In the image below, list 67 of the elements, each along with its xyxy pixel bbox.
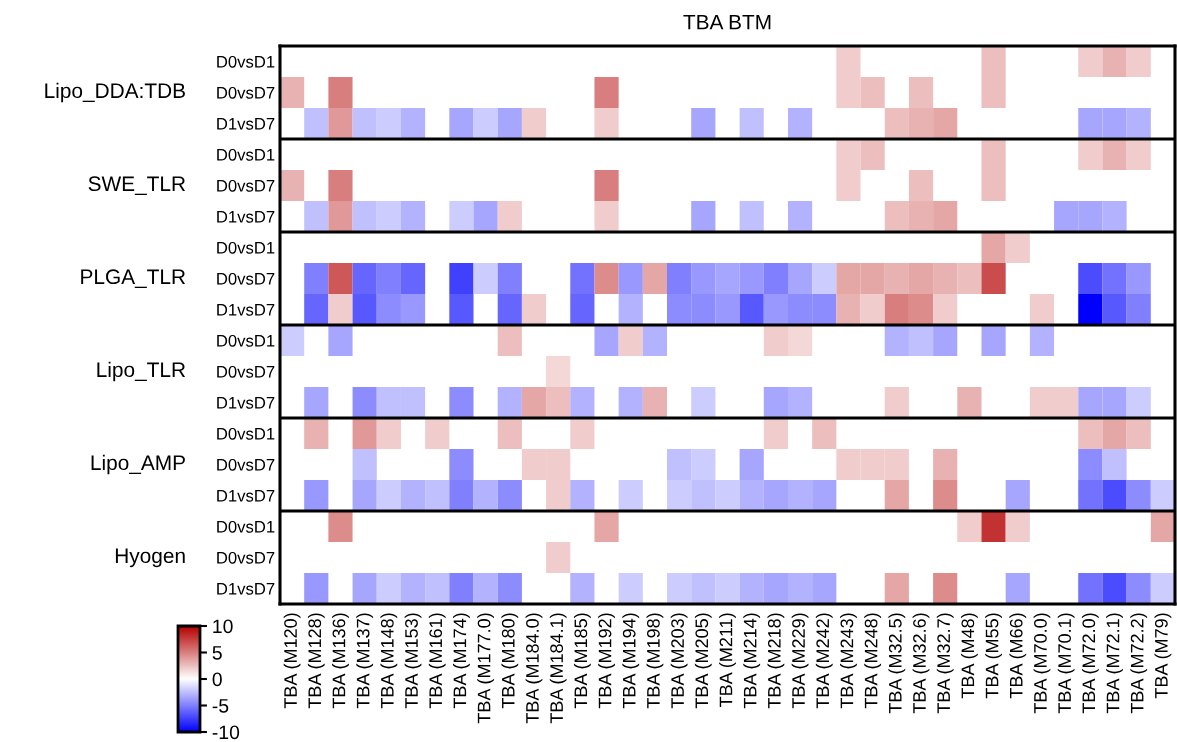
x-tick-label: TBA (M161) [428,613,446,709]
y2-tick-label: Lipo_DDA:TDB [45,82,185,103]
color-bar-label: 10 [213,619,233,634]
y-tick-label: D0vsD7 [217,86,275,99]
color-bar-label: 0 [212,672,222,687]
x-tick-label: TBA (M32.5) [888,613,906,714]
chart-title: TBA BTM [683,15,771,30]
x-tick-label: TBA (M72.0) [1081,613,1099,714]
x-tick-label: TBA (M211) [719,613,736,707]
x-tick-label: TBA (M194) [622,613,640,709]
x-tick-label: TBA (M66) [1009,613,1027,699]
x-tick-label: TBA (M32.6) [912,613,930,714]
y-tick-label: D0vsD7 [217,179,275,192]
y-tick-label: D1vsD7 [217,118,275,130]
y2-tick-label: Lipo_TLR [97,361,186,382]
x-tick-label: TBA (M55) [985,613,1002,699]
x-tick-label: TBA (M218) [767,613,785,709]
x-tick-label: TBA (M198) [646,613,664,709]
x-tick-label: TBA (M180) [501,613,519,709]
y2-tick-label: Lipo_AMP [91,454,185,475]
x-tick-label: TBA (M120) [283,613,301,709]
x-tick-label: TBA (M184.1) [549,613,567,724]
x-tick-label: TBA (M177.0) [477,613,495,724]
y-tick-label: D0vsD1 [217,520,275,533]
y-tick-label: D0vsD1 [217,148,275,161]
x-tick-label: TBA (M48) [960,613,978,699]
x-tick-label: TBA (M192) [598,613,615,709]
x-tick-label: TBA (M184.0) [525,613,543,724]
x-tick-label: TBA (M70.0) [1033,613,1051,714]
y-tick-label: D0vsD7 [217,551,275,564]
x-tick-label: TBA (M153) [404,613,422,709]
y2-tick-label: PLGA_TLR [81,269,186,289]
x-tick-label: TBA (M70.1) [1057,613,1075,714]
y-tick-label: D0vsD1 [217,334,275,347]
y-tick-label: D1vsD7 [217,583,275,595]
x-tick-label: TBA (M137) [356,613,374,709]
y-tick-label: D1vsD7 [217,304,275,316]
x-tick-label: TBA (M185) [573,613,591,709]
x-tick-label: TBA (M203) [670,613,688,709]
x-tick-label: TBA (M128) [307,613,325,709]
y-tick-label: D0vsD1 [217,241,275,254]
x-tick-label: TBA (M205) [694,613,712,709]
y-tick-label: D1vsD7 [217,397,275,409]
y-tick-label: D0vsD7 [217,458,275,471]
color-bar-label: -5 [212,699,229,713]
x-tick-label: TBA (M79) [1154,613,1172,699]
x-tick-label: TBA (M242) [815,613,833,709]
x-tick-label: TBA (M72.2) [1130,613,1148,714]
x-tick-label: TBA (M248) [864,613,882,709]
y-tick-label: D1vsD7 [217,490,275,502]
y-tick-label: D1vsD7 [217,211,275,223]
x-tick-label: TBA (M136) [332,613,349,709]
color-bar-label: 5 [212,646,222,660]
y-tick-label: D0vsD1 [217,427,275,440]
x-tick-label: TBA (M148) [380,613,398,709]
x-tick-label: TBA (M243) [840,613,857,709]
x-tick-label: TBA (M214) [743,613,761,709]
color-bar-label: -10 [212,725,240,740]
x-tick-label: TBA (M229) [791,613,809,709]
x-tick-label: TBA (M174) [453,613,470,709]
y-tick-label: D0vsD1 [217,55,275,68]
x-tick-label: TBA (M72.1) [1106,613,1123,714]
y2-tick-label: Hyogen [115,548,185,568]
y-tick-label: D0vsD7 [217,272,275,285]
x-tick-label: TBA (M32.7) [936,613,954,714]
y-tick-label: D0vsD7 [217,365,275,378]
y2-tick-label: SWE_TLR [88,176,186,196]
